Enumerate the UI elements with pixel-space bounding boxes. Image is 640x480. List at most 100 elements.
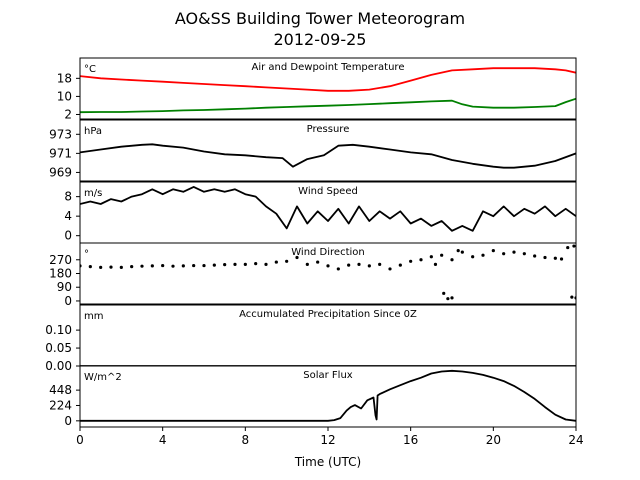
- wind-direction-title: Wind Direction: [291, 247, 365, 258]
- y-tick-label: 971: [49, 146, 72, 160]
- y-tick-label: 0: [64, 294, 72, 308]
- data-point: [512, 250, 516, 254]
- data-point: [460, 250, 464, 254]
- solar-flux-series-1: [80, 369, 576, 422]
- y-tick-label: 224: [49, 398, 72, 412]
- data-point: [429, 255, 433, 259]
- y-tick-label: 0: [64, 229, 72, 243]
- data-point: [274, 260, 278, 264]
- data-point: [553, 256, 557, 260]
- data-point: [367, 264, 371, 268]
- data-point: [456, 249, 460, 253]
- data-point: [171, 264, 175, 268]
- wind-direction-series-1: [80, 244, 576, 301]
- data-point: [502, 252, 506, 256]
- data-point: [471, 255, 475, 259]
- data-point: [572, 244, 576, 248]
- data-point: [305, 262, 309, 266]
- x-tick-label: 24: [568, 433, 583, 447]
- data-point: [433, 262, 438, 266]
- solar-flux-title: Solar Flux: [303, 370, 353, 381]
- panel-temperature: 2 10 18 °C Air and Dewpoint Temperature: [57, 57, 577, 121]
- data-point: [450, 296, 454, 300]
- data-point: [491, 249, 495, 253]
- data-point: [285, 259, 289, 263]
- x-tick-label: 4: [159, 433, 167, 447]
- data-point: [99, 265, 103, 269]
- data-point: [570, 295, 574, 299]
- panels: 2 10 18 °C Air and Dewpoint Temperature 969 97…: [45, 57, 577, 428]
- y-tick-label: 448: [49, 383, 72, 397]
- data-point: [566, 245, 570, 250]
- data-point: [181, 264, 185, 268]
- temperature-unit: °C: [84, 64, 96, 75]
- y-tick-label: 2: [64, 107, 72, 121]
- temperature-series-1: [80, 67, 576, 92]
- wind-direction-unit: °: [84, 249, 89, 260]
- data-point: [522, 252, 526, 256]
- wind-speed-unit: m/s: [84, 188, 102, 199]
- data-point: [130, 265, 134, 269]
- wind-speed-title: Wind Speed: [298, 186, 358, 197]
- panel-pressure: 969 971 973 hPa Pressure: [49, 119, 577, 182]
- panel-precipitation: 0.00 0.05 0.10 mm Accumulated Precipitation …: [45, 304, 577, 373]
- y-tick-label: 18: [57, 71, 72, 85]
- data-point: [161, 263, 165, 268]
- pressure-unit: hPa: [84, 126, 102, 137]
- data-point: [446, 297, 450, 301]
- data-point: [202, 263, 206, 268]
- y-tick-label: 270: [49, 253, 72, 267]
- x-axis: 0 4 8 12 16 20 24: [76, 427, 584, 447]
- temperature-series-2: [80, 97, 576, 114]
- x-axis-label: Time (UTC): [294, 455, 361, 469]
- data-point: [378, 262, 382, 266]
- y-tick-label: 0.10: [45, 323, 72, 337]
- data-point: [481, 253, 485, 257]
- y-tick-label: 0.00: [45, 359, 72, 373]
- wind-speed-series-1: [80, 185, 576, 232]
- data-point: [559, 257, 564, 261]
- x-tick-label: 20: [486, 433, 501, 447]
- y-tick-label: 90: [57, 280, 72, 294]
- data-point: [233, 262, 237, 266]
- data-point: [243, 262, 247, 266]
- data-point: [533, 254, 537, 258]
- data-point: [316, 260, 320, 264]
- y-tick-label: 0.05: [45, 341, 72, 355]
- data-point: [109, 265, 113, 269]
- pressure-series-1: [80, 143, 576, 169]
- data-point: [254, 261, 258, 266]
- data-point: [409, 259, 413, 263]
- data-point: [398, 263, 402, 267]
- data-point: [140, 264, 144, 268]
- y-tick-label: 973: [49, 127, 72, 141]
- y-tick-label: 180: [49, 267, 72, 281]
- precipitation-unit: mm: [84, 311, 103, 322]
- data-point: [442, 291, 446, 295]
- chart-title: AO&SS Building Tower Meteorogram: [175, 9, 465, 28]
- x-tick-label: 16: [403, 433, 418, 447]
- x-tick-label: 8: [242, 433, 250, 447]
- pressure-frame: [79, 119, 577, 182]
- temperature-frame: [79, 57, 577, 120]
- y-tick-label: 4: [64, 209, 72, 223]
- x-tick-label: 0: [76, 433, 84, 447]
- y-tick-label: 0: [64, 414, 72, 428]
- data-point: [150, 264, 154, 268]
- panel-wind-speed: 0 4 8 m/s Wind Speed: [64, 181, 577, 244]
- data-point: [543, 255, 547, 260]
- y-tick-label: 969: [49, 165, 72, 179]
- x-tick-label: 12: [320, 433, 335, 447]
- data-point: [450, 258, 454, 262]
- solar-flux-unit: W/m^2: [84, 372, 122, 383]
- data-point: [295, 255, 299, 260]
- chart-subtitle: 2012-09-25: [274, 30, 367, 49]
- temperature-title: Air and Dewpoint Temperature: [252, 62, 405, 73]
- data-point: [347, 263, 351, 267]
- data-point: [440, 253, 444, 257]
- data-point: [388, 267, 392, 271]
- data-point: [88, 265, 92, 269]
- pressure-title: Pressure: [307, 124, 350, 135]
